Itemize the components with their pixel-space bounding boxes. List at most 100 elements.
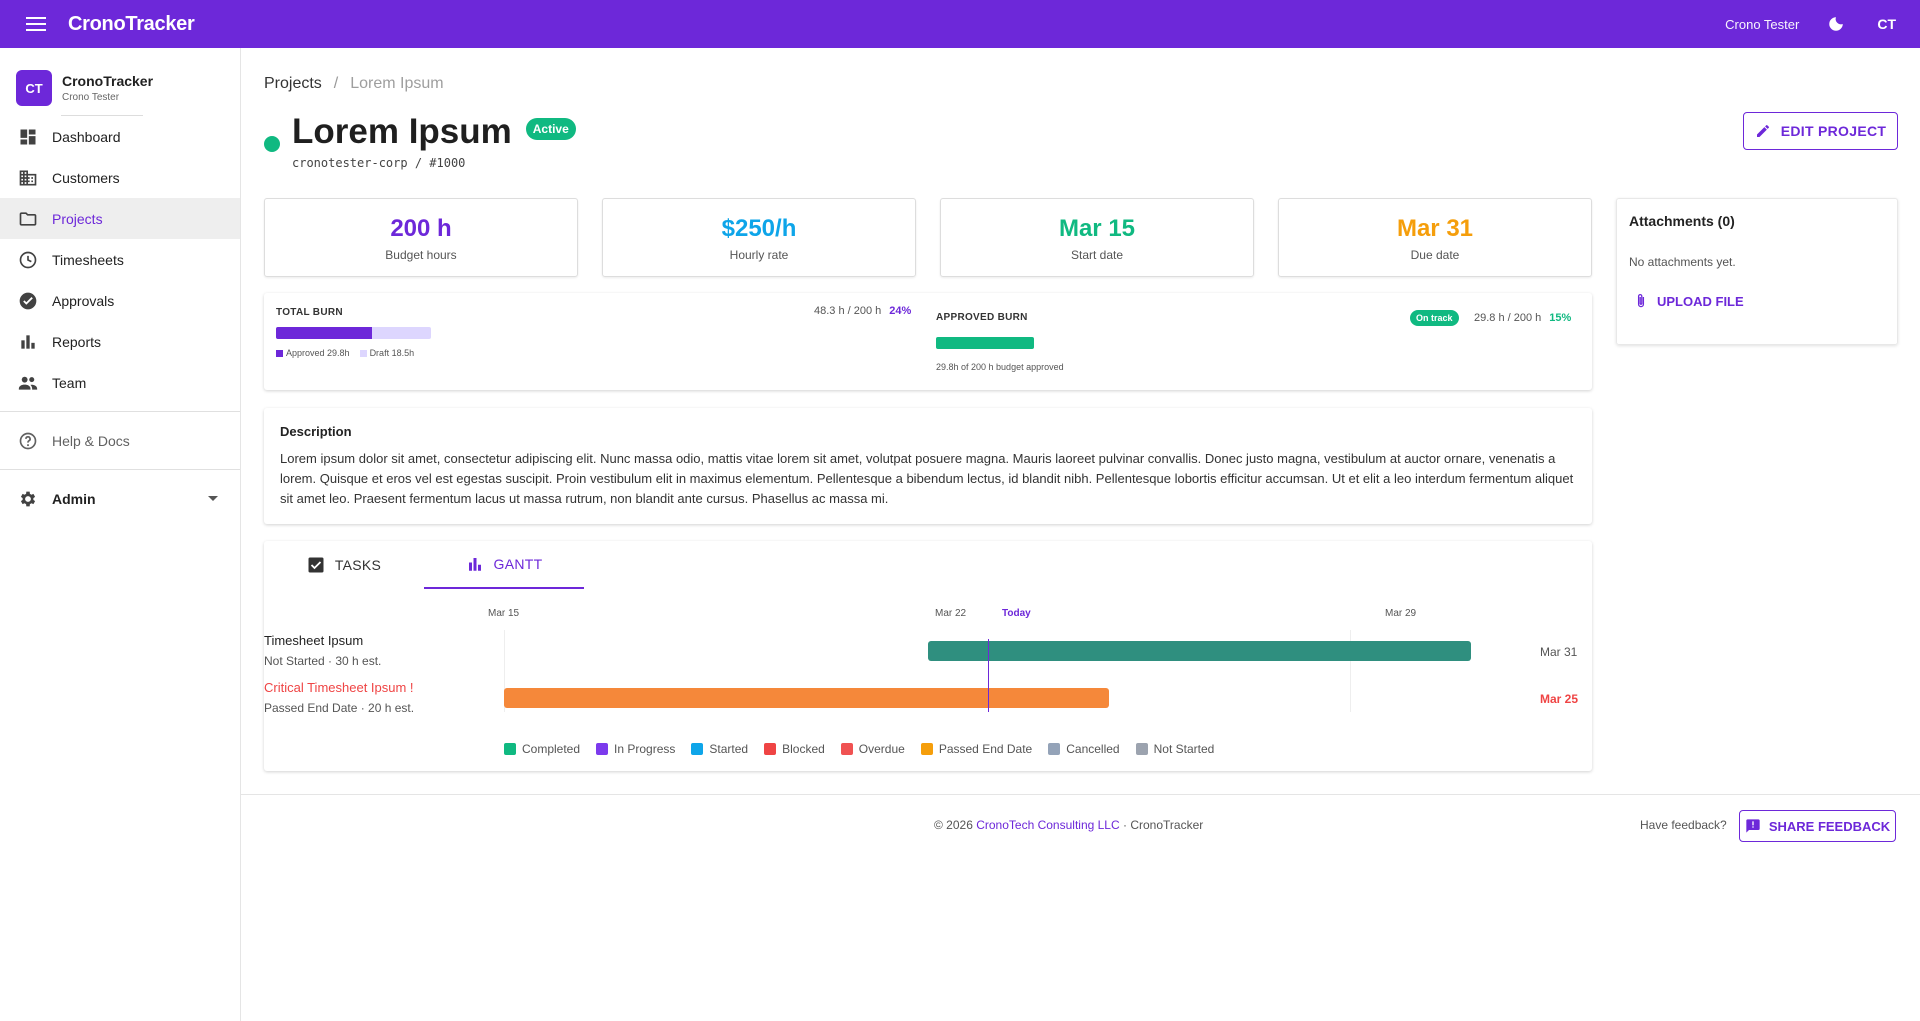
org-subtitle: Crono Tester xyxy=(62,92,120,103)
gear-icon xyxy=(16,487,40,511)
gantt-task-end: Mar 25 xyxy=(1540,692,1579,706)
share-feedback-label: SHARE FEEDBACK xyxy=(1768,818,1891,834)
project-stats: 200 h Budget hours $250/h Hourly rate Ma… xyxy=(264,198,1592,277)
total-burn-percent: 24% xyxy=(889,305,912,317)
footer-copyright: © 2026 xyxy=(934,818,973,832)
approved-burn-fill xyxy=(936,337,1034,349)
breadcrumb: Projects / Lorem Ipsum xyxy=(264,75,444,93)
help-icon xyxy=(16,429,40,453)
legend-item: Passed End Date xyxy=(920,742,1032,756)
sidebar-item-label: Timesheets xyxy=(52,251,124,268)
app-brand[interactable]: CronoTracker xyxy=(68,12,195,35)
check-circle-icon xyxy=(16,289,40,313)
upload-file-label: UPLOAD FILE xyxy=(1657,293,1744,309)
sidebar-item-label: Admin xyxy=(52,490,96,507)
breadcrumb-projects-link[interactable]: Projects xyxy=(264,75,322,92)
stat-value: Mar 31 xyxy=(1396,215,1474,242)
tab-bar: TASKS GANTT xyxy=(264,541,584,589)
footer-separator: · xyxy=(1122,818,1127,832)
gantt-task-name[interactable]: Timesheet Ipsum xyxy=(264,633,364,648)
attachments-title: Attachments (0) xyxy=(1629,213,1735,229)
total-burn-title: TOTAL BURN xyxy=(276,307,343,318)
pencil-icon xyxy=(1756,124,1769,137)
bar-chart-icon xyxy=(16,330,40,354)
gantt-task-meta: Not Started · 30 h est. xyxy=(264,654,382,668)
sidebar-item-label: Team xyxy=(52,374,87,391)
attachments-empty-text: No attachments yet. xyxy=(1629,255,1736,269)
stat-value: Mar 15 xyxy=(1058,215,1136,242)
org-name: CronoTracker xyxy=(62,73,154,89)
footer-company-link[interactable]: CronoTech Consulting LLC xyxy=(976,818,1120,832)
org-avatar: CT xyxy=(16,70,52,106)
attachments-panel: Attachments (0) No attachments yet. UPLO… xyxy=(1616,198,1898,345)
description-card: Description Lorem ipsum dolor sit amet, … xyxy=(264,408,1592,524)
approved-burn-stat: 29.8 h / 200 h 15% xyxy=(1474,312,1571,324)
legend-item: Not Started xyxy=(1135,742,1214,756)
footer-divider xyxy=(241,794,1920,795)
gantt-axis-label: Mar 15 xyxy=(488,608,520,619)
sidebar-item-help[interactable]: Help & Docs xyxy=(0,420,240,461)
stat-start-date: Mar 15 Start date xyxy=(940,198,1254,277)
on-track-badge: On track xyxy=(1410,310,1459,326)
stat-hourly-rate: $250/h Hourly rate xyxy=(602,198,916,277)
stat-label: Start date xyxy=(1070,248,1124,262)
total-burn-hours: 48.3 h / 200 h xyxy=(814,305,882,317)
status-badge: Active xyxy=(525,118,576,140)
legend-item: Completed xyxy=(504,742,580,756)
tab-gantt-label: GANTT xyxy=(493,556,543,572)
tab-tasks-label: TASKS xyxy=(334,557,382,573)
upload-file-button[interactable]: UPLOAD FILE xyxy=(1629,293,1885,309)
chevron-down-icon xyxy=(208,496,218,501)
sidebar-item-dashboard[interactable]: Dashboard xyxy=(0,116,240,157)
tab-gantt[interactable]: GANTT xyxy=(424,541,584,589)
gantt-axis-label: Mar 29 xyxy=(1385,608,1417,619)
total-burn-bar xyxy=(276,327,431,339)
gantt-bar[interactable] xyxy=(928,641,1471,661)
footer: © 2026 CronoTech Consulting LLC · CronoT… xyxy=(934,818,1203,832)
description-title: Description xyxy=(280,424,352,439)
sidebar-item-projects[interactable]: Projects xyxy=(0,198,240,239)
sidebar-item-team[interactable]: Team xyxy=(0,362,240,403)
stat-budget-hours: 200 h Budget hours xyxy=(264,198,578,277)
feedback-icon xyxy=(1746,819,1760,833)
clock-icon xyxy=(16,248,40,272)
gantt-legend: Completed In Progress Started Blocked Ov… xyxy=(504,742,1214,756)
stat-value: $250/h xyxy=(721,215,797,242)
approved-burn-title: APPROVED BURN xyxy=(936,312,1028,323)
checkbox-icon xyxy=(308,557,324,573)
legend-approved: Approved 29.8h xyxy=(276,348,350,358)
edit-project-button[interactable]: EDIT PROJECT xyxy=(1743,112,1898,150)
gantt-task-meta: Passed End Date · 20 h est. xyxy=(264,701,415,715)
burn-panel: TOTAL BURN 48.3 h / 200 h 24% Approved 29… xyxy=(264,293,1592,390)
legend-item: In Progress xyxy=(596,742,675,756)
total-burn-stat: 48.3 h / 200 h 24% xyxy=(814,305,911,317)
user-avatar[interactable]: CT xyxy=(1877,16,1896,32)
share-feedback-button[interactable]: SHARE FEEDBACK xyxy=(1739,810,1896,842)
approved-burn-percent: 15% xyxy=(1549,312,1572,324)
legend-item: Cancelled xyxy=(1048,742,1120,756)
paperclip-icon xyxy=(1637,294,1645,308)
gantt-today-label: Today xyxy=(1002,608,1031,619)
gantt-task-name-critical[interactable]: Critical Timesheet Ipsum ! xyxy=(264,680,414,695)
tasks-gantt-card: TASKS GANTT Mar 15 Mar 22 Today Mar 29 T… xyxy=(264,541,1592,771)
sidebar: CT CronoTracker Crono Tester Dashboard C… xyxy=(0,48,241,1021)
sidebar-item-label: Help & Docs xyxy=(52,432,130,449)
org-switcher[interactable]: CT CronoTracker Crono Tester xyxy=(0,48,240,112)
sidebar-item-label: Dashboard xyxy=(52,128,121,145)
sidebar-item-label: Projects xyxy=(52,210,103,227)
gantt-bar[interactable] xyxy=(504,688,1109,708)
sidebar-item-approvals[interactable]: Approvals xyxy=(0,280,240,321)
stat-label: Budget hours xyxy=(385,248,457,262)
sidebar-item-timesheets[interactable]: Timesheets xyxy=(0,239,240,280)
user-name: Crono Tester xyxy=(1725,16,1800,32)
menu-icon[interactable] xyxy=(24,12,48,36)
people-icon xyxy=(16,371,40,395)
tab-tasks[interactable]: TASKS xyxy=(264,541,424,589)
dark-mode-toggle-icon[interactable] xyxy=(1825,13,1847,35)
sidebar-item-admin[interactable]: Admin xyxy=(0,478,240,519)
stat-due-date: Mar 31 Due date xyxy=(1278,198,1592,277)
sidebar-item-reports[interactable]: Reports xyxy=(0,321,240,362)
sidebar-item-customers[interactable]: Customers xyxy=(0,157,240,198)
gantt-task-end: Mar 31 xyxy=(1540,645,1578,659)
breadcrumb-separator: / xyxy=(333,75,339,92)
